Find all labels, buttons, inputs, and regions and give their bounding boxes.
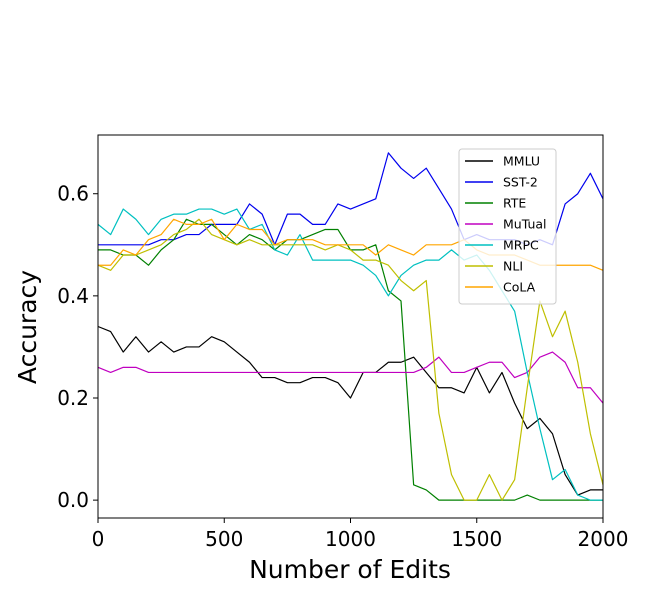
x-tick-label: 1500 [451, 527, 502, 551]
x-tick-label: 500 [205, 527, 243, 551]
y-axis: 0.0 0.2 0.4 0.6 [57, 182, 98, 512]
x-tick-label: 1000 [325, 527, 376, 551]
legend-label-mrpc: MRPC [503, 238, 539, 253]
y-tick-label: 0.2 [57, 386, 89, 410]
legend-label-nli: NLI [503, 259, 523, 274]
legend-label-cola: CoLA [503, 280, 536, 295]
y-tick-label: 0.4 [57, 284, 89, 308]
series-line-nli [97, 218, 604, 501]
y-axis-title: Accuracy [13, 270, 42, 384]
y-tick-label: 0.0 [57, 488, 89, 512]
y-tick-label: 0.6 [57, 182, 89, 206]
legend-label-sst-2: SST-2 [503, 175, 538, 190]
series-line-mmlu [97, 325, 603, 496]
x-axis: 0 500 1000 1500 2000 [92, 518, 629, 551]
x-axis-title: Number of Edits [249, 555, 451, 584]
series-line-mrpc [97, 208, 603, 501]
legend-label-mutual: MuTual [503, 217, 547, 232]
series-line-mutual [97, 351, 604, 404]
x-tick-label: 0 [92, 527, 105, 551]
legend-label-rte: RTE [503, 196, 526, 211]
legend-box [458, 148, 557, 305]
legend: MMLU SST-2 RTE MuTual MRPC NLI CoLA [458, 148, 557, 305]
x-tick-label: 2000 [578, 527, 629, 551]
legend-label-mmlu: MMLU [503, 154, 540, 169]
